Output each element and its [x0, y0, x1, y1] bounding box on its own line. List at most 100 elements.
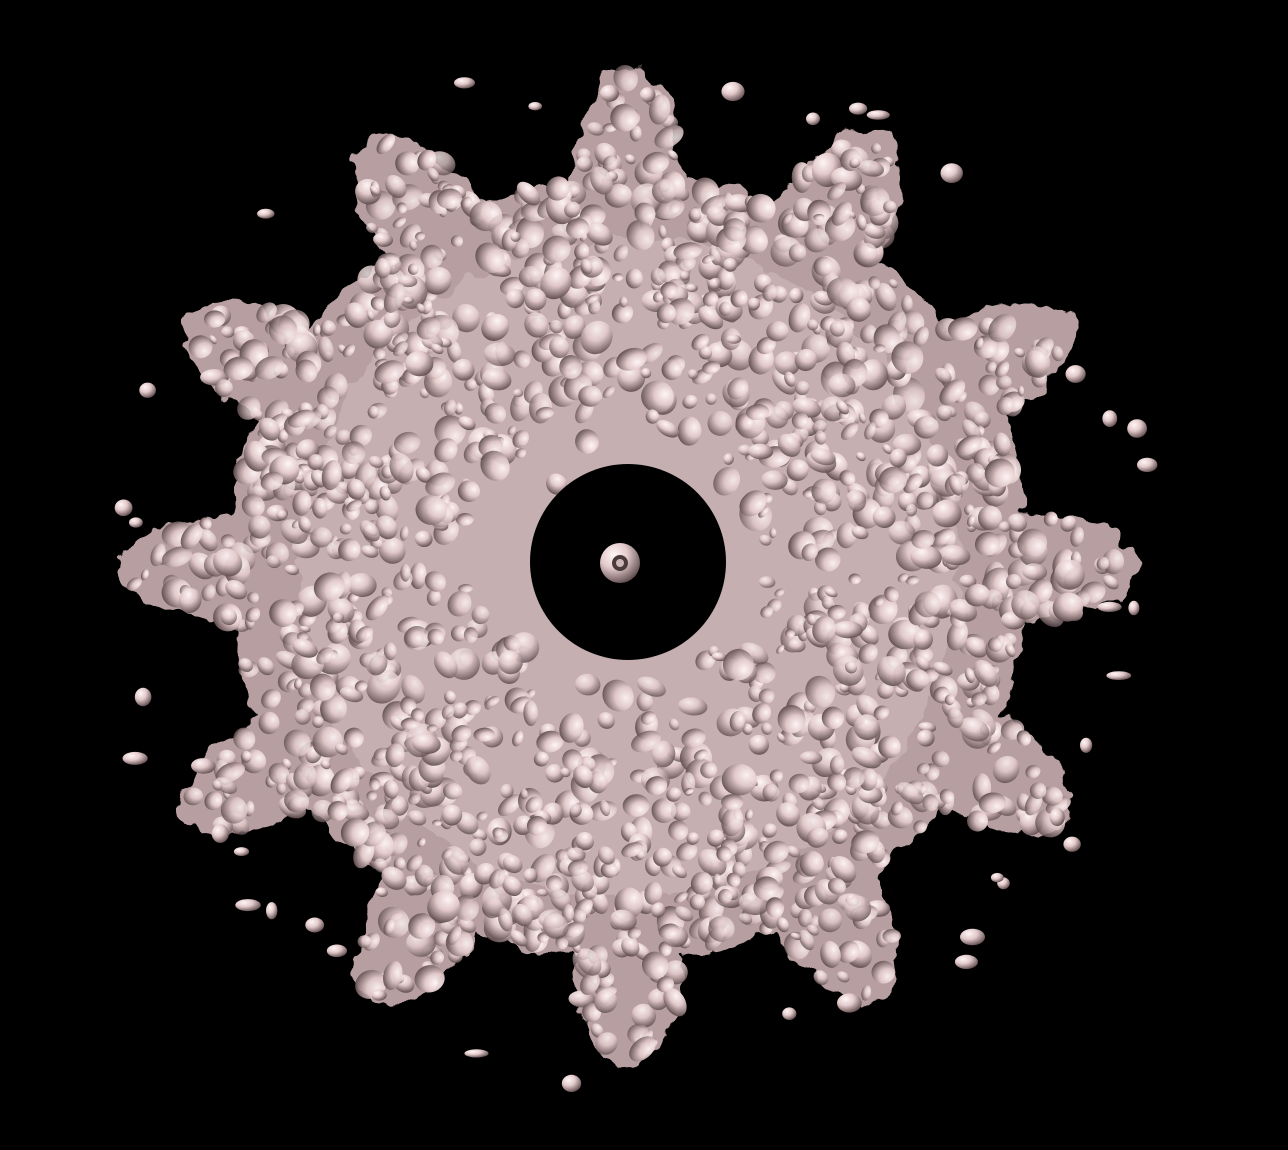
density-blob: [656, 420, 680, 438]
density-blob: [426, 588, 441, 606]
density-blob: [1022, 563, 1048, 581]
density-blob: [326, 487, 349, 504]
density-blob: [698, 791, 712, 806]
density-blob: [327, 800, 349, 821]
density-blob: [295, 359, 318, 383]
density-blob: [212, 548, 243, 577]
density-blob: [383, 918, 396, 936]
density-blob: [335, 743, 348, 755]
density-blob: [452, 358, 475, 381]
density-blob: [542, 913, 569, 939]
density-blob: [309, 673, 336, 701]
density-blob: [753, 876, 780, 901]
density-blob: [939, 788, 955, 804]
density-blob: [932, 661, 953, 676]
density-blob: [806, 613, 817, 626]
density-blob: [832, 620, 863, 639]
density-blob: [747, 297, 761, 311]
peripheral-fragment: [1127, 419, 1147, 438]
density-blob: [575, 831, 595, 851]
density-blob: [651, 740, 676, 768]
density-blob: [535, 406, 555, 419]
density-blob: [597, 712, 615, 729]
density-blob: [811, 478, 837, 504]
density-blob: [653, 291, 664, 303]
density-blob: [723, 453, 734, 465]
density-blob: [385, 743, 405, 768]
density-blob: [383, 309, 401, 328]
density-blob: [500, 783, 514, 799]
density-blob: [516, 181, 541, 206]
density-blob: [298, 682, 313, 698]
density-blob: [827, 182, 846, 201]
density-blob: [799, 751, 823, 765]
density-blob: [744, 809, 753, 821]
density-blob: [964, 667, 975, 684]
density-blob: [464, 699, 482, 716]
density-blob: [204, 791, 223, 810]
density-blob: [602, 386, 615, 399]
density-blob: [629, 1036, 656, 1062]
density-blob: [882, 928, 901, 943]
density-blob: [857, 160, 885, 177]
density-blob: [873, 597, 884, 607]
density-blob: [291, 649, 325, 680]
density-blob: [266, 555, 281, 569]
density-blob: [674, 891, 688, 904]
peripheral-fragment: [211, 824, 229, 843]
density-blob: [375, 515, 398, 540]
density-blob: [855, 452, 866, 462]
density-blob: [338, 459, 360, 479]
peripheral-fragment: [134, 687, 152, 707]
density-blob: [355, 625, 374, 642]
peripheral-fragment: [1065, 365, 1086, 383]
density-blob: [978, 374, 1000, 396]
density-blob: [814, 430, 827, 445]
density-blob: [836, 400, 849, 415]
density-blob: [688, 208, 702, 222]
density-blob: [392, 216, 407, 229]
density-blob: [475, 242, 505, 273]
density-blob: [381, 587, 393, 598]
density-blob: [449, 749, 463, 762]
density-blob: [702, 254, 715, 264]
density-blob: [947, 707, 964, 729]
density-blob: [729, 710, 745, 732]
density-blob: [540, 267, 572, 300]
density-blob: [836, 971, 850, 983]
density-blob: [393, 857, 406, 871]
density-blob: [502, 876, 523, 897]
density-blob: [406, 854, 423, 872]
peripheral-fragment: [371, 989, 387, 1001]
density-blob: [913, 415, 939, 439]
density-blob: [180, 523, 203, 550]
density-blob: [723, 218, 747, 242]
density-blob: [644, 881, 662, 905]
density-blob: [611, 302, 634, 324]
density-blob: [758, 576, 776, 588]
density-blob: [831, 201, 852, 226]
density-blob: [427, 890, 461, 923]
density-blob: [545, 193, 575, 225]
density-blob: [621, 842, 644, 858]
density-blob: [576, 156, 593, 172]
density-blob: [829, 320, 845, 337]
density-blob: [465, 755, 491, 785]
density-blob: [810, 447, 836, 466]
density-blob: [310, 527, 333, 548]
density-blob: [320, 759, 331, 770]
density-blob: [966, 463, 985, 483]
density-blob: [409, 240, 418, 251]
density-blob: [762, 823, 778, 838]
density-blob: [661, 359, 683, 381]
density-blob: [365, 595, 389, 621]
density-blob: [807, 199, 832, 226]
density-blob: [441, 848, 453, 860]
density-blob: [1103, 575, 1119, 590]
density-blob: [587, 122, 605, 136]
density-blob: [383, 780, 399, 799]
density-blob: [821, 595, 834, 610]
peripheral-fragment: [721, 81, 745, 102]
